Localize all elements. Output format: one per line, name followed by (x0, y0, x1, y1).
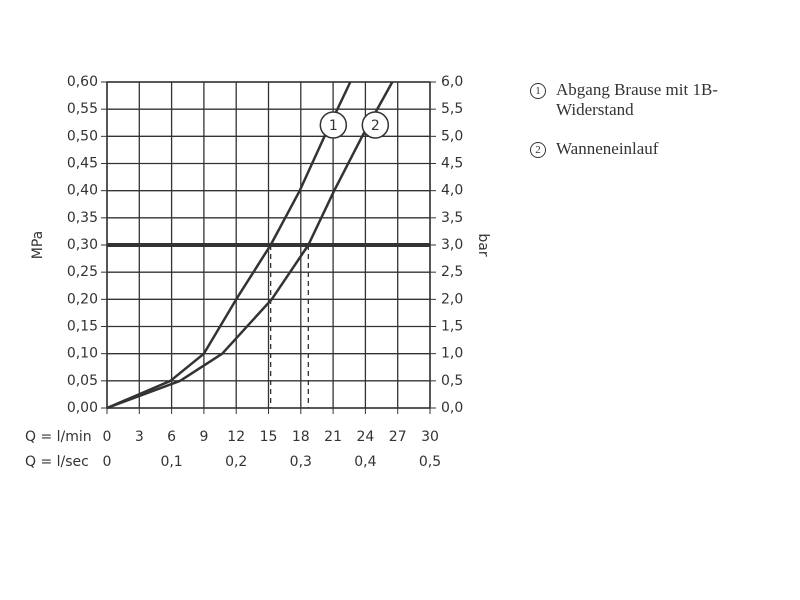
x2-tick-label: 0,1 (160, 454, 182, 470)
y2-tick-label: 2,0 (441, 291, 463, 307)
y-axis-label: MPa (30, 231, 46, 259)
x-tick-label: 21 (324, 429, 342, 445)
y-tick-label: 0,55 (67, 101, 98, 117)
y-tick-label: 0,50 (67, 128, 98, 144)
x2-tick-label: 0,3 (290, 454, 312, 470)
y2-tick-label: 1,0 (441, 346, 463, 362)
legend-item: 2 Wanneneinlauf (530, 139, 780, 159)
y2-tick-label: 0,5 (441, 373, 463, 389)
curve-label: 1 (329, 118, 338, 134)
curve-label-circle (361, 111, 390, 139)
y2-tick-label: 4,0 (441, 183, 463, 199)
x-tick-label: 24 (356, 429, 374, 445)
x-tick-label: 9 (199, 429, 208, 445)
y2-tick-label: 0,0 (441, 400, 463, 416)
x2-tick-label: 0,4 (354, 454, 376, 470)
y-tick-label: 0,40 (67, 183, 98, 199)
legend-number: 2 (530, 142, 546, 158)
y2-tick-label: 5,0 (441, 128, 463, 144)
x-tick-label: 12 (227, 429, 245, 445)
y2-axis-label: bar (475, 233, 491, 256)
y-tick-label: 0,15 (67, 319, 98, 335)
legend-number: 1 (530, 83, 546, 99)
x-tick-label: 6 (167, 429, 176, 445)
x-tick-label: 30 (421, 429, 439, 445)
y2-tick-label: 3,5 (441, 210, 463, 226)
curve (106, 81, 352, 410)
x2-tick-label: 0 (103, 454, 112, 470)
x-tick-label: 18 (292, 429, 310, 445)
x-tick-label: 0 (103, 429, 112, 445)
y-tick-label: 0,25 (67, 264, 98, 280)
x-tick-label: 3 (135, 429, 144, 445)
y2-tick-label: 1,5 (441, 319, 463, 335)
legend-text: Abgang Brause mit 1B-Widerstand (556, 80, 718, 119)
curve-label-circle (319, 111, 348, 139)
y-tick-label: 0,60 (67, 74, 98, 90)
legend-text: Wanneneinlauf (556, 139, 659, 158)
y2-tick-label: 6,0 (441, 74, 463, 90)
curve (106, 81, 394, 410)
x-axis-label: Q = l/min (25, 429, 92, 445)
curve-label: 2 (371, 118, 380, 134)
y-tick-label: 0,10 (67, 346, 98, 362)
y2-tick-label: 4,5 (441, 156, 463, 172)
x-tick-label: 27 (389, 429, 407, 445)
y-tick-label: 0,05 (67, 373, 98, 389)
y2-tick-label: 3,0 (441, 237, 463, 253)
y-tick-label: 0,35 (67, 210, 98, 226)
x2-tick-label: 0,2 (225, 454, 247, 470)
y-tick-label: 0,20 (67, 291, 98, 307)
y-tick-label: 0,45 (67, 156, 98, 172)
y2-tick-label: 2,5 (441, 264, 463, 280)
y2-tick-label: 5,5 (441, 101, 463, 117)
y-tick-label: 0,00 (67, 400, 98, 416)
x2-axis-label: Q = l/sec (25, 454, 89, 470)
x2-tick-label: 0,5 (419, 454, 441, 470)
y-tick-label: 0,30 (67, 237, 98, 253)
x-tick-label: 15 (260, 429, 278, 445)
legend-item: 1 Abgang Brause mit 1B-Widerstand (530, 80, 780, 120)
